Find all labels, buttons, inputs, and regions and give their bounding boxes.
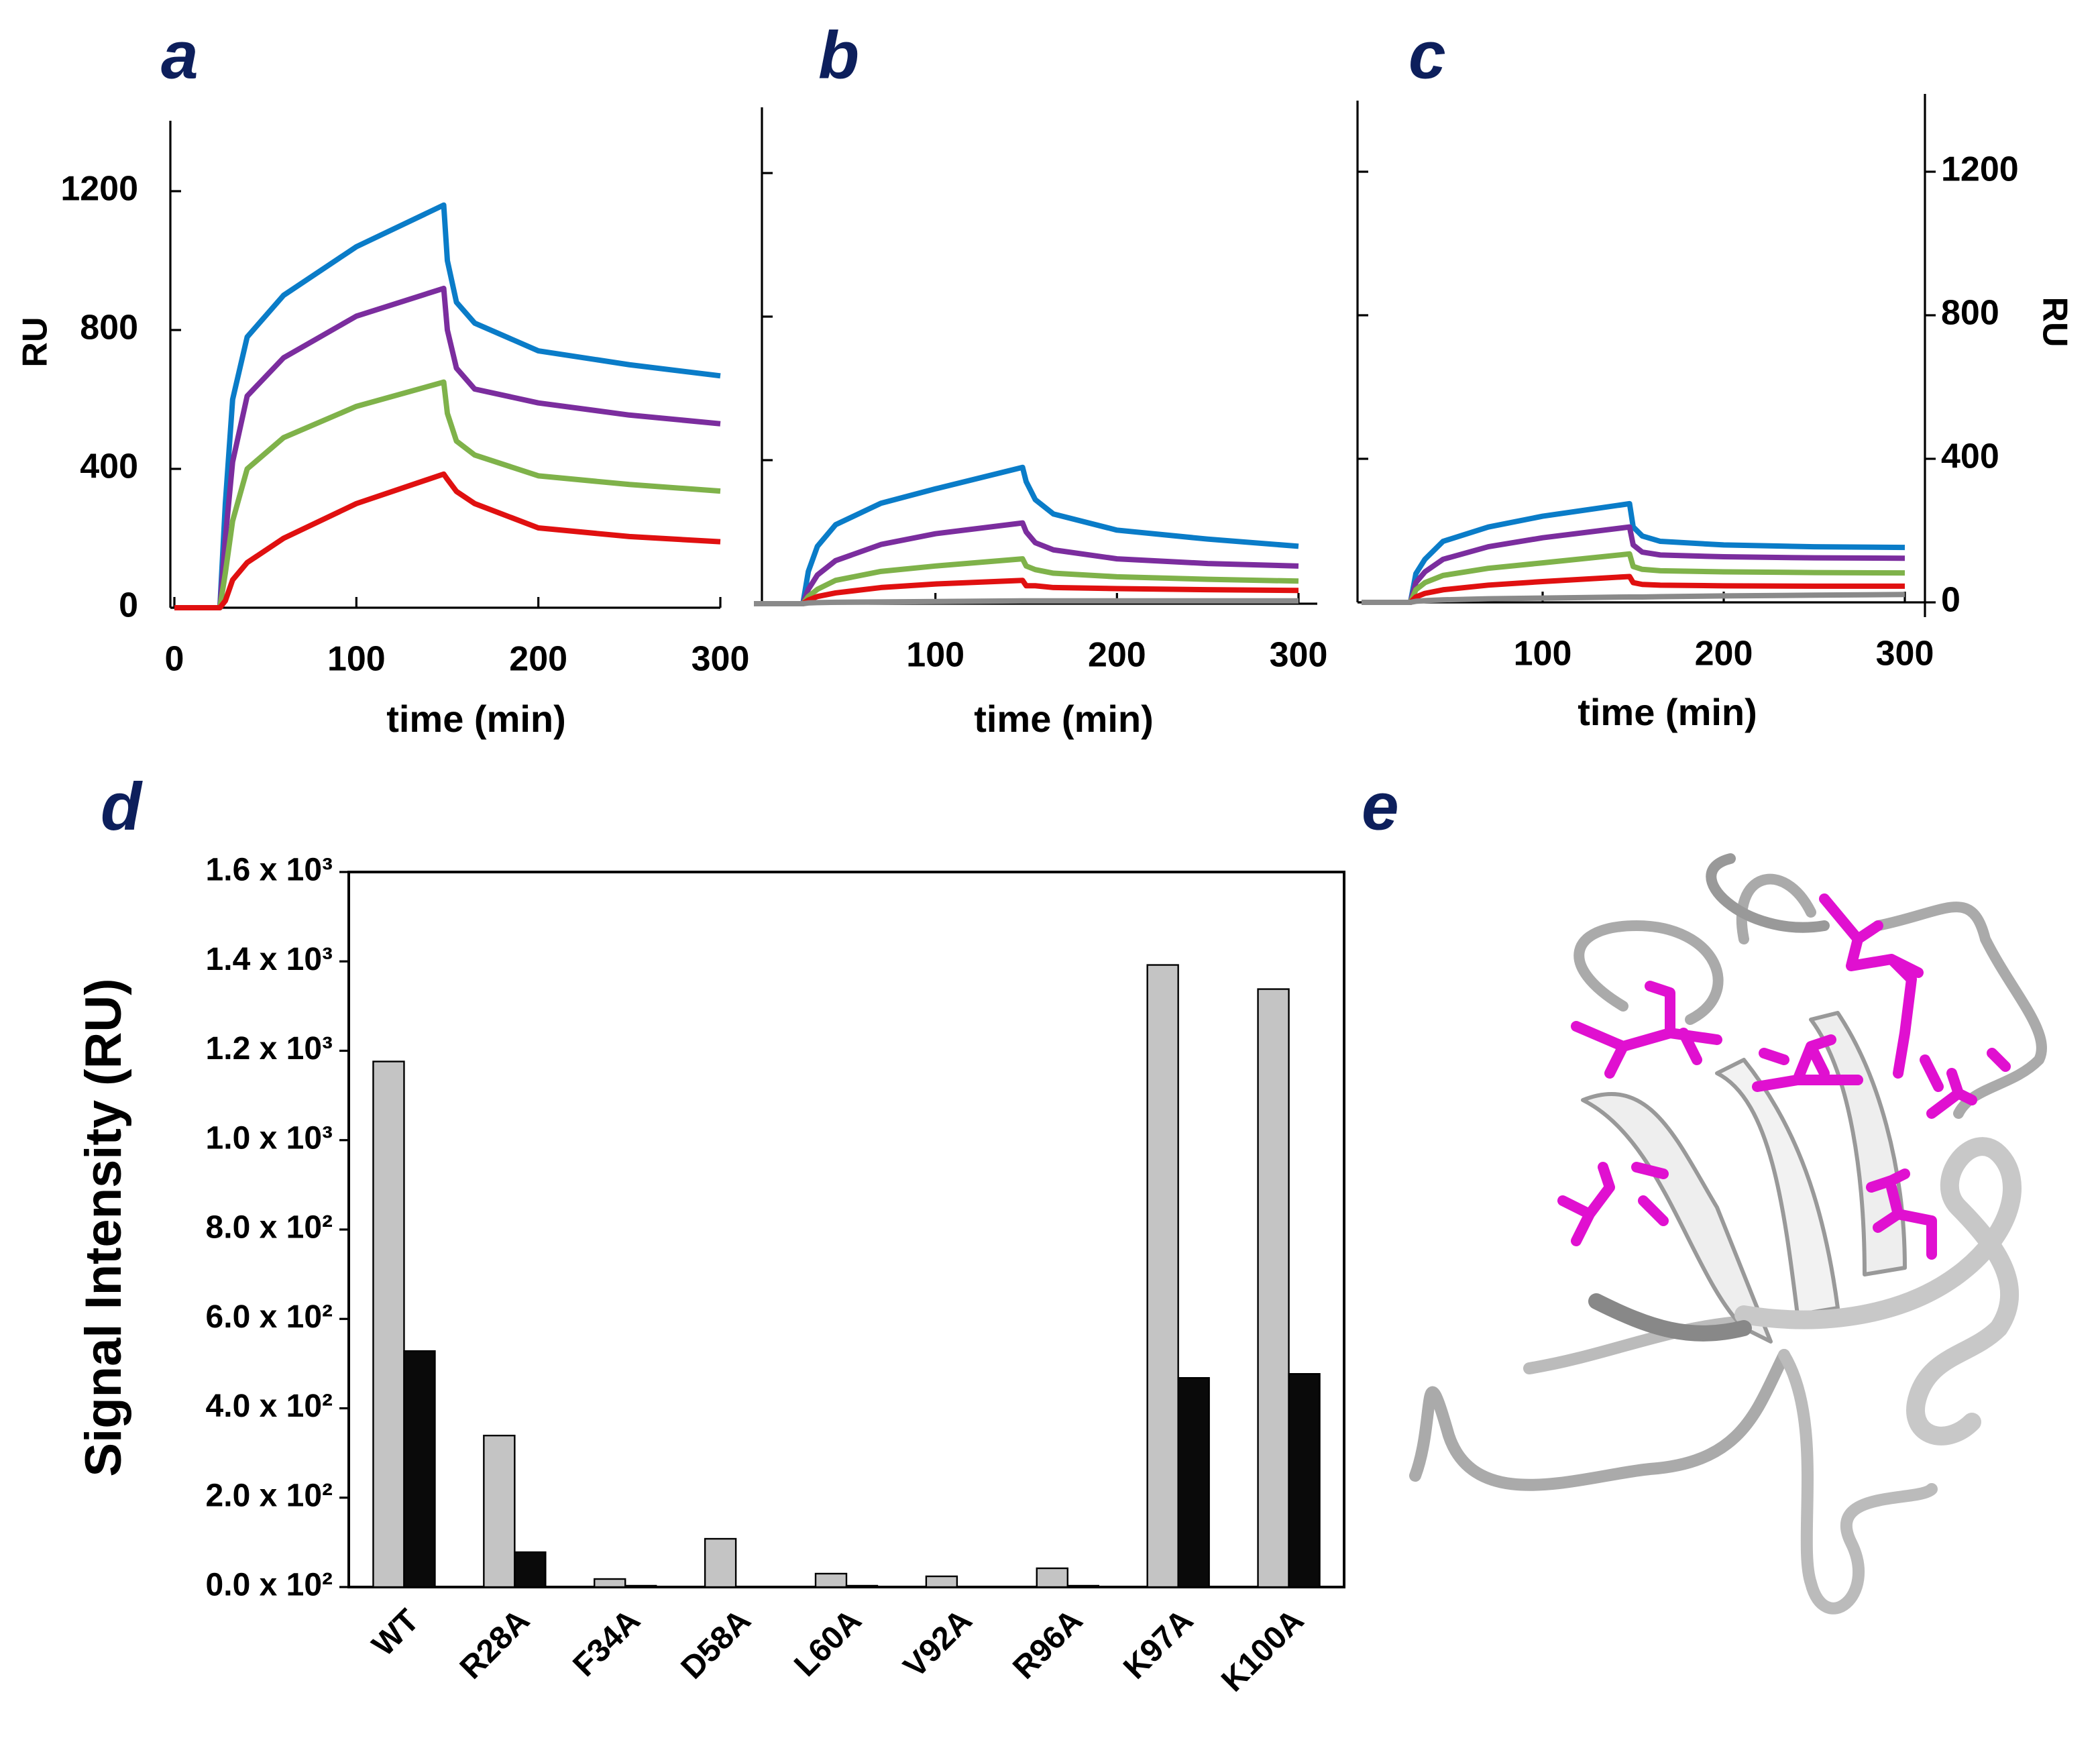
bar <box>624 1584 657 1588</box>
protein-structure <box>1409 853 2047 1615</box>
y-tick-label: 8.0 x 10² <box>206 1210 333 1246</box>
panel-label: a <box>161 17 199 93</box>
bar <box>594 1578 626 1588</box>
x-tick-label: WT <box>366 1602 426 1663</box>
panel-label: d <box>101 769 143 844</box>
bar <box>1177 1376 1210 1588</box>
bar <box>514 1551 547 1588</box>
x-tick-label: 100 <box>906 636 964 675</box>
x-tick-label: D58A <box>675 1602 758 1686</box>
y-tick-label: 1200 <box>60 170 138 209</box>
y-axis-label: Signal Intensity (RU) <box>75 978 132 1476</box>
bar <box>403 1350 436 1588</box>
x-tick-label: 300 <box>692 640 750 679</box>
x-tick-label: R28A <box>453 1602 537 1686</box>
x-axis-label: time (min) <box>974 698 1154 740</box>
bar <box>1257 988 1290 1588</box>
y-tick-label: 400 <box>80 447 138 486</box>
line-series <box>754 578 1299 606</box>
y-tick-label: 0 <box>119 586 138 625</box>
y-tick-label: 2.0 x 10² <box>206 1478 333 1513</box>
x-tick-label: 100 <box>1514 635 1572 673</box>
panel-label: c <box>1408 17 1446 93</box>
x-tick-label: 200 <box>1088 636 1146 675</box>
y-axis-label: RU <box>2035 296 2074 347</box>
y-tick-label: 1.0 x 10³ <box>206 1120 333 1156</box>
x-tick-label: 100 <box>327 640 386 679</box>
x-axis-label: time (min) <box>1578 691 1757 733</box>
y-tick-label: 4.0 x 10² <box>206 1389 333 1424</box>
bar <box>704 1537 737 1588</box>
x-tick-label: 200 <box>1695 635 1753 673</box>
x-tick-label: K100A <box>1215 1602 1311 1698</box>
y-tick-label: 0 <box>1941 581 1960 620</box>
panel-label: b <box>818 17 859 93</box>
bar <box>814 1572 848 1588</box>
x-tick-label: V92A <box>897 1602 979 1684</box>
x-tick-label: R96A <box>1006 1602 1089 1686</box>
y-tick-label: 0.0 x 10² <box>206 1568 333 1603</box>
line-series <box>1362 551 1905 605</box>
line-series <box>1362 524 1905 605</box>
panel-label: e <box>1362 769 1399 844</box>
line-series <box>754 556 1299 606</box>
bar <box>1036 1567 1068 1588</box>
bar <box>734 1586 768 1588</box>
line-series <box>174 285 721 610</box>
x-tick-label: 0 <box>165 640 184 679</box>
y-tick-label: 400 <box>1941 437 1999 476</box>
y-tick-label: 1200 <box>1941 150 2019 189</box>
y-tick-label: 800 <box>80 309 138 347</box>
bar <box>925 1575 958 1588</box>
line-series <box>174 202 721 610</box>
bar <box>483 1434 516 1588</box>
x-tick-label: 300 <box>1876 635 1934 673</box>
y-tick-label: 800 <box>1941 294 1999 333</box>
line-series <box>754 520 1299 606</box>
x-tick-label: F34A <box>566 1602 647 1683</box>
y-tick-label: 6.0 x 10² <box>206 1299 333 1335</box>
bar <box>1146 964 1179 1588</box>
y-tick-label: 1.2 x 10³ <box>206 1031 333 1067</box>
x-tick-label: 200 <box>509 640 567 679</box>
bar <box>1288 1372 1321 1588</box>
bar <box>372 1060 405 1588</box>
line-series <box>1362 592 1905 605</box>
y-axis-label: RU <box>16 317 55 367</box>
x-tick-label: K97A <box>1117 1602 1200 1686</box>
x-tick-label: L60A <box>787 1602 868 1683</box>
x-axis-label: time (min) <box>386 698 566 740</box>
y-tick-label: 1.6 x 10³ <box>206 853 333 888</box>
line-series <box>174 379 721 610</box>
line-series <box>754 464 1299 606</box>
bar <box>845 1584 879 1588</box>
line-series <box>174 471 721 610</box>
line-series <box>754 598 1298 606</box>
bar <box>1066 1584 1099 1588</box>
line-series <box>1362 500 1905 605</box>
y-tick-label: 1.4 x 10³ <box>206 942 333 977</box>
x-tick-label: 300 <box>1270 636 1328 675</box>
bar <box>956 1586 989 1588</box>
line-series <box>1362 574 1905 605</box>
